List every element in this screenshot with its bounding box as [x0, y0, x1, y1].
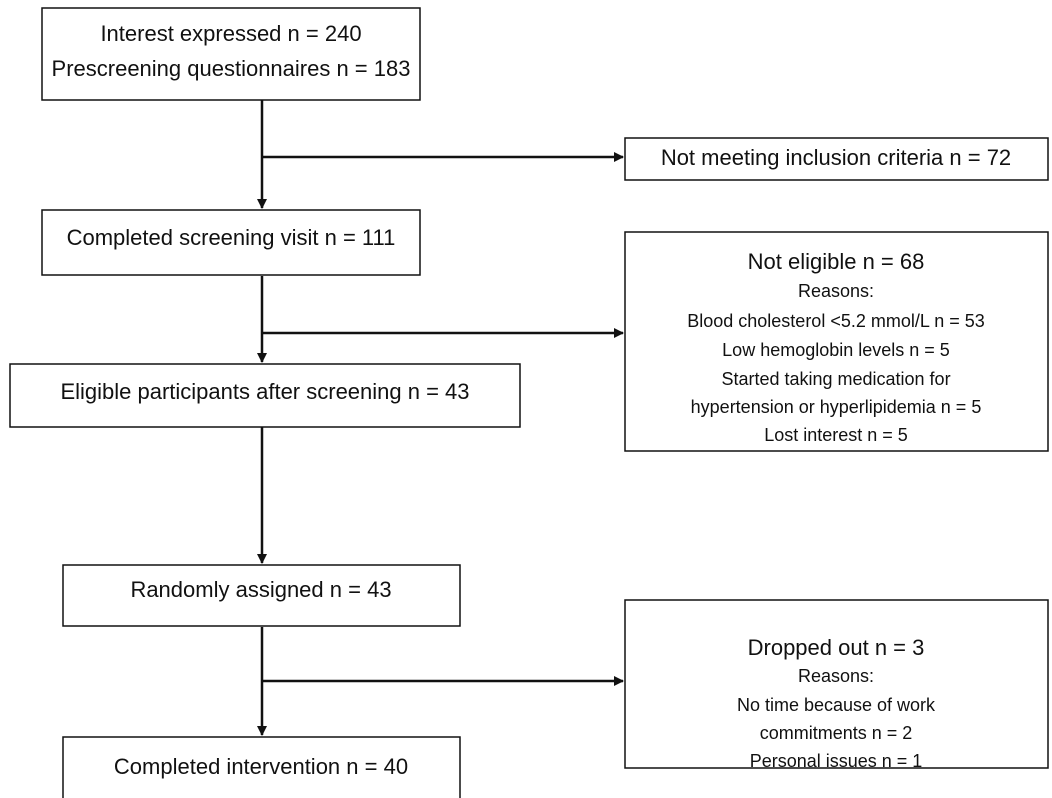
box-text: Lost interest n = 5	[764, 425, 908, 445]
box-text: Personal issues n = 1	[750, 751, 923, 771]
box-title: Dropped out n = 3	[748, 635, 925, 660]
box	[62, 736, 461, 798]
box	[9, 363, 521, 428]
box-text: Eligible participants after screening n …	[60, 379, 469, 404]
box-text: Not meeting inclusion criteria n = 72	[661, 145, 1011, 170]
box-title: Not eligible n = 68	[748, 249, 925, 274]
box-text: Low hemoglobin levels n = 5	[722, 340, 950, 360]
box-text: Blood cholesterol <5.2 mmol/L n = 53	[687, 311, 985, 331]
box-text: Completed screening visit n = 111	[67, 225, 396, 250]
box	[624, 231, 1049, 452]
box-text: Reasons:	[798, 281, 874, 301]
box-text: Randomly assigned n = 43	[130, 577, 391, 602]
box	[624, 137, 1049, 181]
box	[41, 7, 421, 101]
box-text: commitments n = 2	[760, 723, 913, 743]
box-text: Completed intervention n = 40	[114, 754, 408, 779]
box	[624, 599, 1049, 769]
box-text: No time because of work	[737, 695, 936, 715]
box-text: hypertension or hyperlipidemia n = 5	[691, 397, 982, 417]
box-text: Interest expressed n = 240	[100, 21, 361, 46]
box-text: Reasons:	[798, 666, 874, 686]
box	[41, 209, 421, 276]
box-text: Prescreening questionnaires n = 183	[52, 56, 411, 81]
box	[62, 564, 461, 627]
box-text: Started taking medication for	[721, 369, 950, 389]
